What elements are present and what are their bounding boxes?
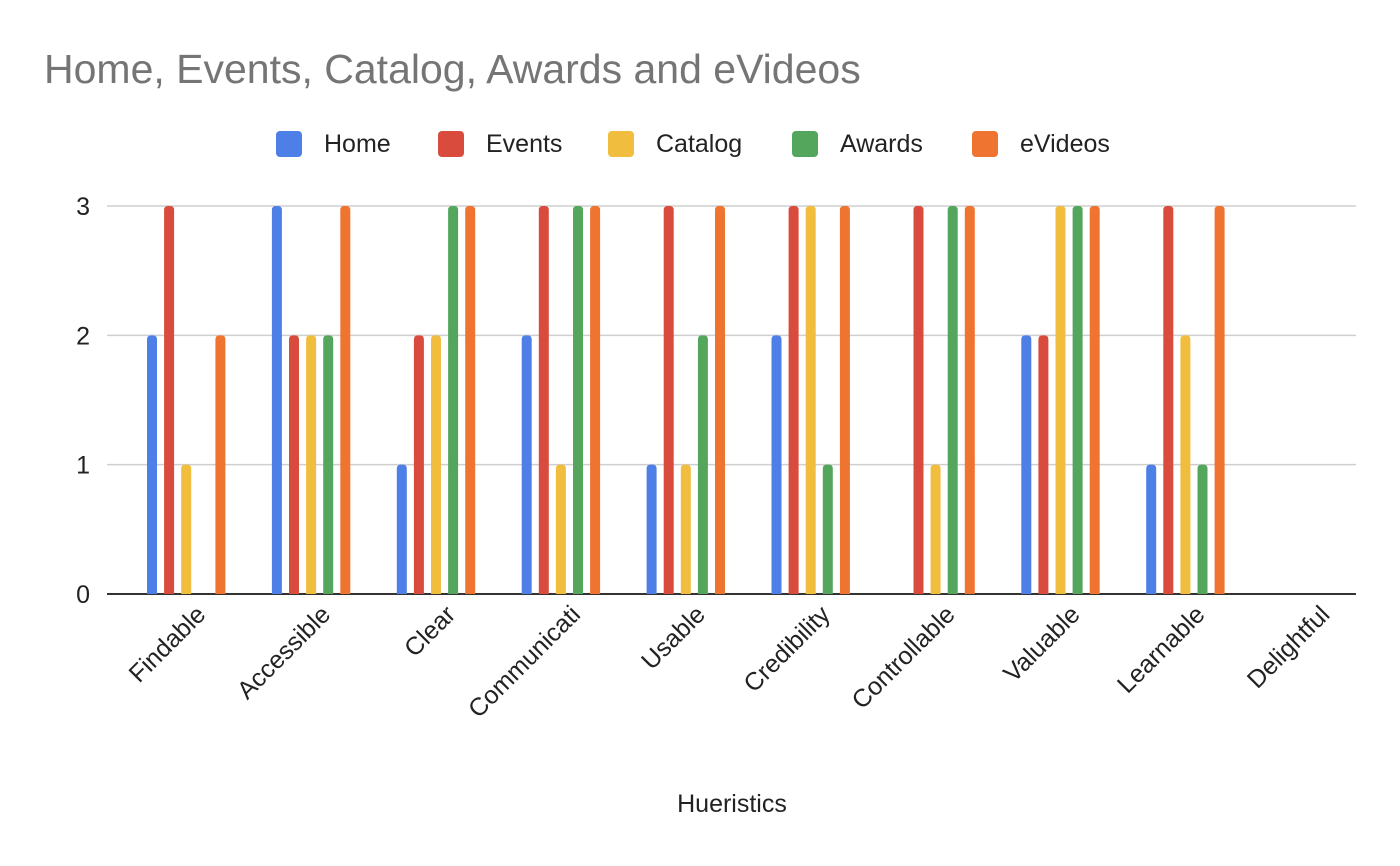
bar-awards-usable [697,335,708,594]
legend-label: Home [324,129,391,158]
bar-awards-accessible [323,335,334,594]
x-tick-label: Credibility [738,600,836,698]
bar-events-clear [413,335,424,594]
x-tick-label: Accessible [232,600,336,704]
bar-catalog-valuable [1055,206,1066,594]
legend-swatch [792,131,818,157]
bar-home-usable [646,464,657,594]
bar-evideos-controllable [964,206,975,594]
x-tick-label: Controllable [847,600,961,714]
bar-catalog-clear [431,335,441,594]
bar-events-credibility [788,206,799,594]
bar-events-usable [663,206,674,594]
legend-swatch [438,131,464,157]
legend-swatch [608,131,634,157]
bar-catalog-credibility [805,206,816,594]
bar-evideos-clear [465,206,476,594]
x-tick-label: Clear [399,600,461,662]
bar-home-credibility [771,335,782,594]
bar-evideos-communicati [590,206,601,594]
bar-catalog-controllable [930,464,941,594]
bar-evideos-learnable [1214,206,1225,594]
x-tick-label: Delightful [1242,600,1336,694]
bar-evideos-accessible [340,206,351,594]
bar-home-clear [396,464,407,594]
bar-awards-credibility [822,464,833,594]
bar-awards-communicati [573,206,583,594]
y-tick-label: 1 [76,452,90,480]
legend-item-evideos: eVideos [972,124,1110,164]
legend-item-events: Events [438,124,562,164]
legend-swatch [276,131,302,157]
y-tick-label: 2 [76,322,90,350]
x-tick-label: Learnable [1112,600,1210,698]
x-tick-label: Valuable [998,600,1085,687]
x-axis-title: Hueristics [677,790,787,818]
x-tick-label: Usable [636,600,711,675]
bar-home-communicati [521,335,532,594]
bar-events-accessible [289,335,299,594]
bar-evideos-valuable [1089,206,1100,594]
bar-awards-learnable [1197,464,1208,594]
legend-label: eVideos [1020,129,1110,158]
legend: Home Events Catalog Awards eVideos [0,124,1400,164]
bar-home-accessible [271,206,282,594]
bar-awards-clear [448,206,459,594]
bar-awards-valuable [1072,206,1083,594]
bar-events-findable [164,206,175,594]
x-tick-label: Communicati [463,600,586,723]
legend-swatch [972,131,998,157]
legend-label: Catalog [656,129,743,158]
legend-label: Events [486,129,563,158]
bar-events-valuable [1038,335,1049,594]
bar-evideos-credibility [839,206,850,594]
legend-item-awards: Awards [792,124,923,164]
bar-events-controllable [913,206,924,594]
bar-home-valuable [1021,335,1032,594]
bar-catalog-findable [181,464,192,594]
bar-home-learnable [1146,464,1157,594]
bar-catalog-communicati [555,464,566,594]
bar-home-findable [147,335,157,594]
bar-catalog-usable [680,464,691,594]
legend-item-home: Home [276,124,391,164]
bar-events-communicati [538,206,549,594]
chart-title: Home, Events, Catalog, Awards and eVideo… [44,46,861,92]
bar-catalog-accessible [306,335,317,594]
legend-item-catalog: Catalog [608,124,742,164]
bar-awards-controllable [947,206,958,594]
x-tick-label: Findable [124,600,212,688]
y-tick-label: 3 [76,193,90,221]
bar-catalog-learnable [1180,335,1191,594]
y-tick-label: 0 [76,581,90,609]
bar-events-learnable [1163,206,1174,594]
bar-evideos-findable [215,335,226,594]
legend-label: Awards [840,129,923,158]
bar-evideos-usable [715,206,725,594]
